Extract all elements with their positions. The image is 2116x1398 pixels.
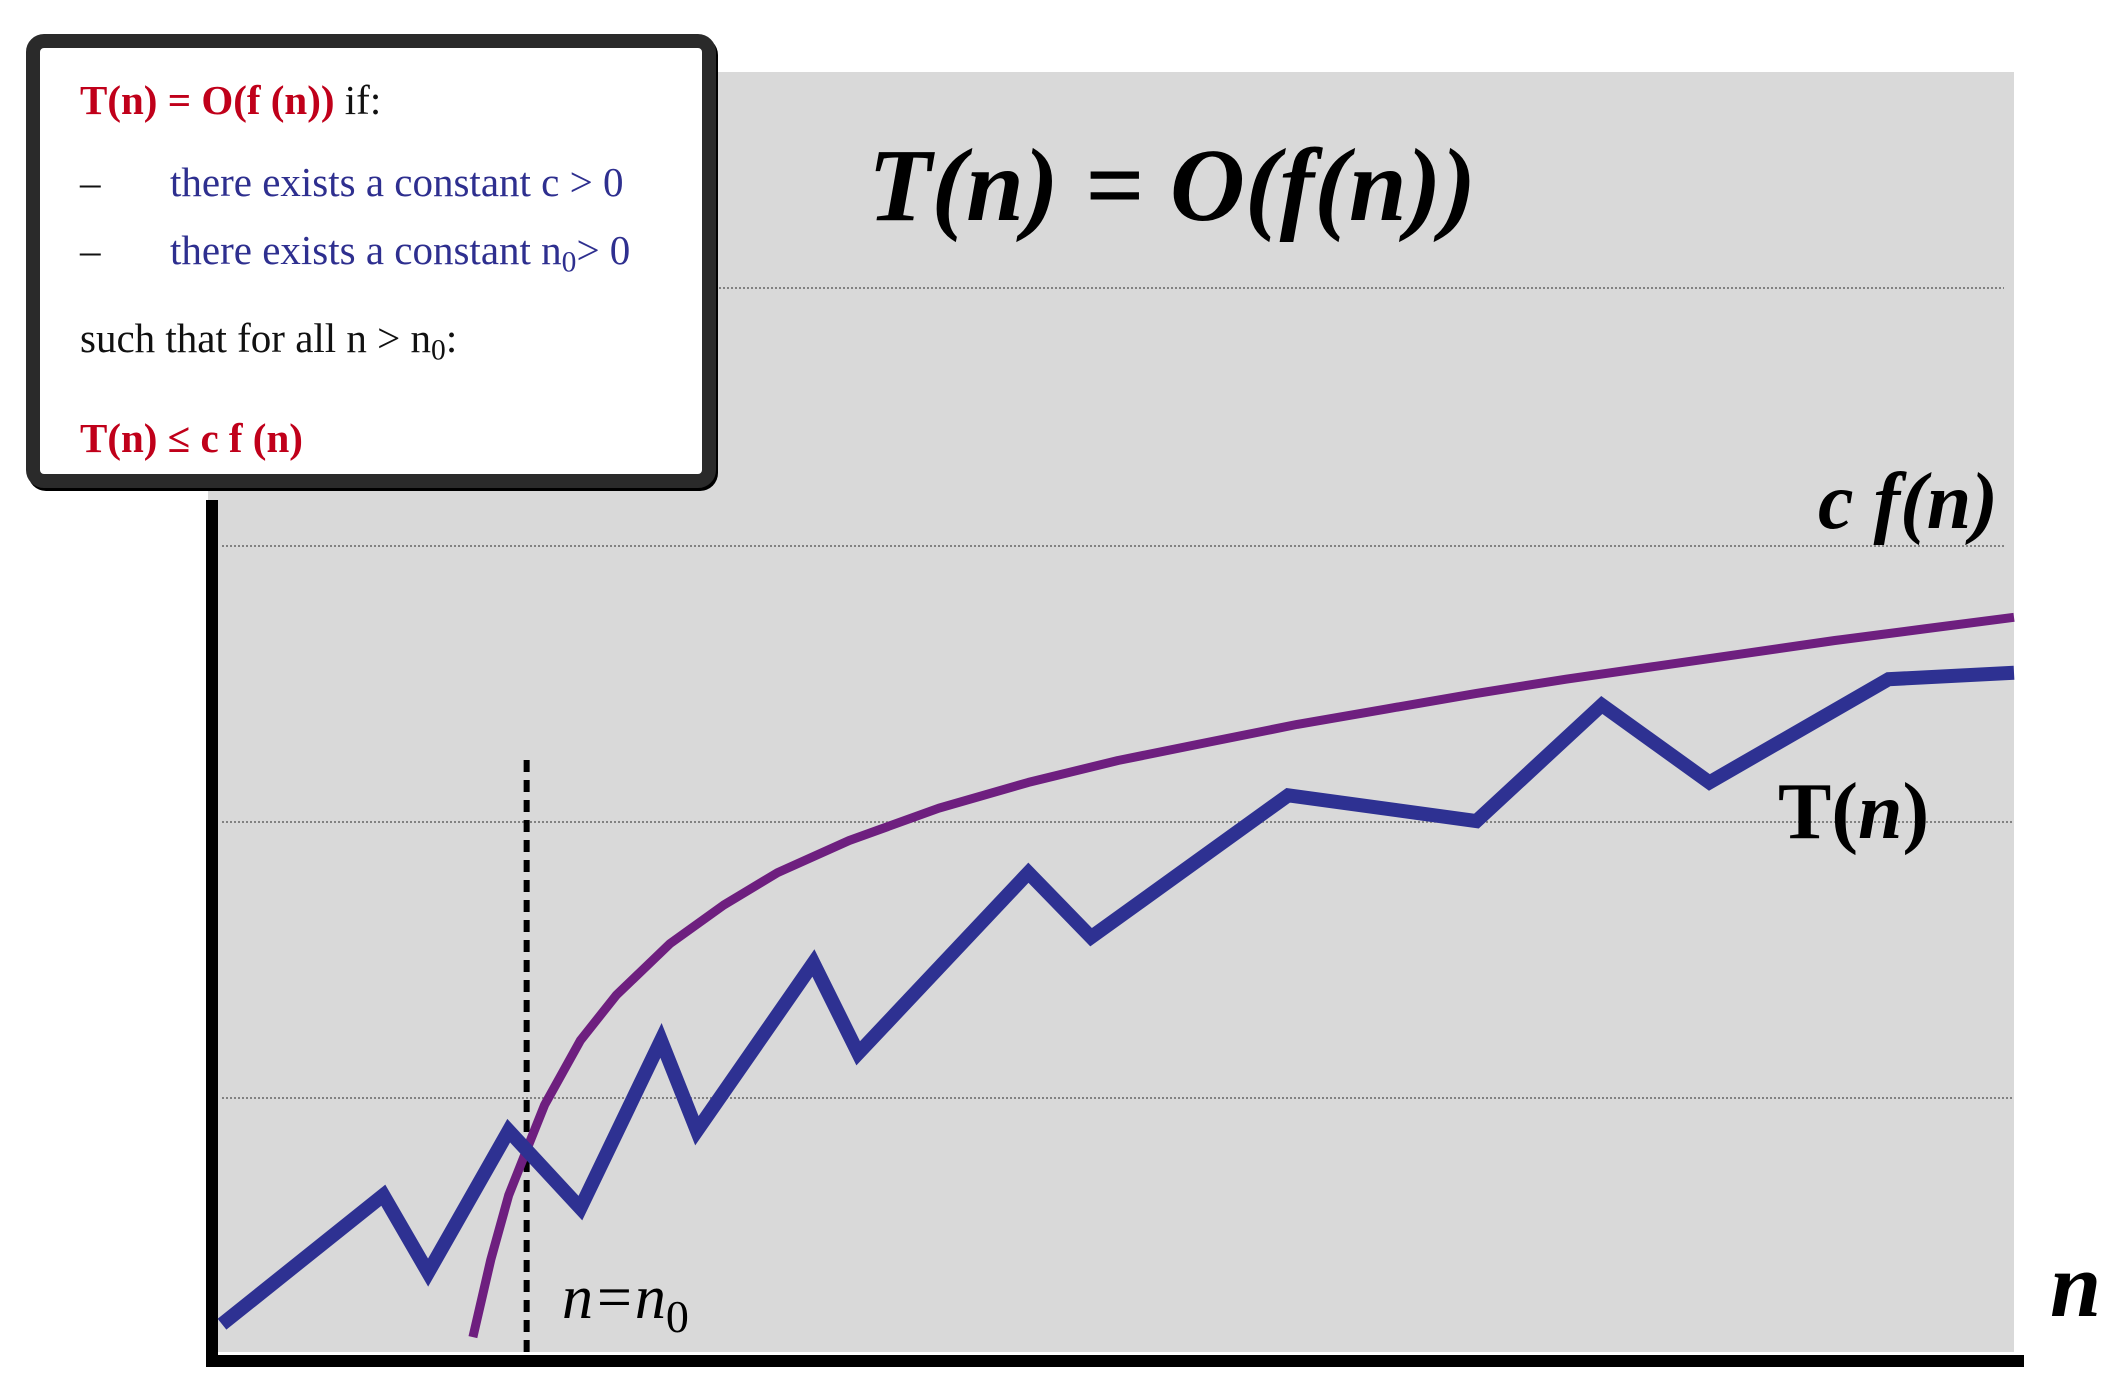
definition-heading-formula: T(n) = O(f (n))	[80, 77, 335, 123]
definition-heading-if: if:	[334, 77, 382, 123]
condition-sub: 0	[431, 334, 446, 367]
bullet-n0-sub: 0	[561, 246, 577, 279]
definition-heading: T(n) = O(f (n)) if:	[80, 76, 381, 124]
bullet-n0-prefix: there exists a constant n	[170, 227, 562, 273]
bullet-dash: –	[80, 227, 101, 273]
bullet-dash: –	[80, 159, 101, 205]
definition-bullet-n0: there exists a constant n0> 0	[170, 226, 630, 279]
series-label-cf: c f(n)	[1818, 458, 1998, 546]
condition-suffix: :	[445, 315, 458, 361]
chart-title: T(n) = O(f(n))	[868, 128, 1476, 243]
series-line-cf	[468, 612, 2015, 1339]
x-axis-label: n	[2050, 1234, 2101, 1336]
bullet-n0-suffix: > 0	[576, 227, 631, 273]
gridlines	[222, 287, 2012, 1099]
series-line-tn	[217, 665, 2015, 1330]
series-label-tn: T(n)	[1778, 768, 1929, 856]
definition-condition: such that for all n > n0:	[80, 314, 457, 367]
n0-label: n=n0	[562, 1264, 689, 1342]
definition-box: T(n) = O(f (n)) if: – there exists a con…	[26, 34, 716, 488]
definition-bullet-c: there exists a constant c > 0	[170, 159, 624, 205]
condition-prefix: such that for all n > n	[80, 315, 432, 361]
definition-inequality: T(n) ≤ c f (n)	[80, 415, 303, 461]
